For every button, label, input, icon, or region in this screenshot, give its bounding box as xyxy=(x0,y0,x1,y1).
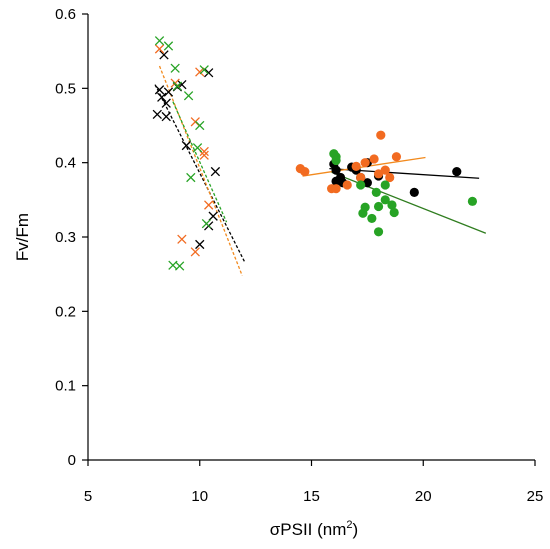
data-point-circle xyxy=(367,213,377,224)
plot-area: 0 0.1 0.2 0.3 0.4 0.5 0.6 5 10 15 20 25 xyxy=(55,6,543,505)
data-point-circle xyxy=(331,184,341,194)
data-point-circle xyxy=(376,130,386,140)
data-point-x-marker xyxy=(186,172,196,183)
data-point-circle xyxy=(380,165,390,175)
trendline-dashed xyxy=(154,84,246,262)
data-point-x-marker xyxy=(195,239,205,250)
data-point-circle xyxy=(452,166,462,177)
trendline-solid xyxy=(331,171,487,234)
x-axis-ticks: 5 10 15 20 25 xyxy=(84,460,544,505)
y-tick-label: 0.5 xyxy=(55,80,76,97)
data-point-x-marker xyxy=(152,109,162,120)
data-point-circle xyxy=(356,172,366,183)
data-point-circle xyxy=(380,195,390,205)
data-point-x-marker xyxy=(161,98,171,108)
x-tick-label: 25 xyxy=(527,488,544,505)
data-point-x-marker xyxy=(199,150,209,160)
data-point-x-marker xyxy=(163,87,174,97)
y-tick-label: 0.4 xyxy=(55,155,76,172)
x-axis-title-superscript: 2 xyxy=(346,519,352,531)
y-tick-label: 0 xyxy=(68,452,76,469)
data-point-circle xyxy=(351,161,361,171)
y-tick-label: 0.2 xyxy=(55,303,76,320)
data-point-x-marker xyxy=(172,81,183,91)
y-axis-title: Fv/Fm xyxy=(13,213,32,261)
x-axis-title-close: ) xyxy=(353,520,359,539)
data-point-x-marker xyxy=(195,67,205,77)
data-point-circle xyxy=(409,187,419,197)
x-axis-title: σPSII (nm2) xyxy=(270,519,358,539)
data-point-circle xyxy=(369,154,379,164)
data-point-circle xyxy=(467,196,478,206)
data-point-x-marker xyxy=(154,36,165,46)
data-point-circle xyxy=(331,155,341,166)
data-point-x-marker xyxy=(195,120,205,131)
data-point-x-marker xyxy=(183,91,194,101)
data-point-circle xyxy=(373,201,384,212)
data-point-x-marker xyxy=(161,111,171,122)
data-point-x-marker xyxy=(199,65,209,75)
y-tick-label: 0.6 xyxy=(55,6,76,23)
data-point-circle xyxy=(331,165,341,175)
data-point-x-marker xyxy=(208,211,218,221)
data-point-circle xyxy=(373,227,384,237)
data-point-circle xyxy=(356,180,366,190)
data-point-x-marker xyxy=(170,63,180,73)
data-point-x-marker xyxy=(157,92,167,102)
data-point-x-marker xyxy=(154,85,165,95)
data-point-x-marker xyxy=(181,140,191,151)
data-point-x-marker xyxy=(154,44,165,54)
data-point-x-marker xyxy=(199,146,209,157)
x-axis-title-main: σPSII (nm xyxy=(270,520,347,539)
data-point-x-marker xyxy=(192,143,203,153)
x-tick-label: 10 xyxy=(191,488,208,505)
data-point-circle xyxy=(360,202,370,212)
x-tick-label: 15 xyxy=(303,488,320,505)
y-axis-ticks: 0 0.1 0.2 0.3 0.4 0.5 0.6 xyxy=(55,6,88,469)
data-point-circle xyxy=(373,169,384,179)
data-point-x-marker xyxy=(159,50,169,60)
x-tick-label: 20 xyxy=(415,488,432,505)
data-point-circle xyxy=(387,200,397,210)
data-point-x-marker xyxy=(201,218,212,229)
data-point-circle xyxy=(389,207,399,218)
trendline-dashed xyxy=(158,65,243,276)
x-tick-label: 5 xyxy=(84,488,92,505)
y-tick-label: 0.1 xyxy=(55,378,76,395)
data-point-x-marker xyxy=(177,234,187,244)
data-point-circle xyxy=(371,187,381,197)
data-point-x-marker xyxy=(174,261,185,271)
data-points xyxy=(152,36,478,271)
data-point-x-marker xyxy=(190,247,200,257)
data-point-x-marker xyxy=(163,41,174,51)
data-point-circle xyxy=(385,172,395,183)
y-tick-label: 0.3 xyxy=(55,229,76,246)
data-point-circle xyxy=(360,158,370,168)
data-point-circle xyxy=(391,152,402,162)
trendlines xyxy=(154,65,487,276)
data-point-x-marker xyxy=(204,200,214,210)
data-point-x-marker xyxy=(204,68,214,78)
data-point-x-marker xyxy=(210,166,221,177)
data-point-circle xyxy=(342,180,352,190)
trendline-dashed xyxy=(172,101,228,223)
data-point-circle xyxy=(380,180,390,190)
data-point-circle xyxy=(300,166,310,177)
